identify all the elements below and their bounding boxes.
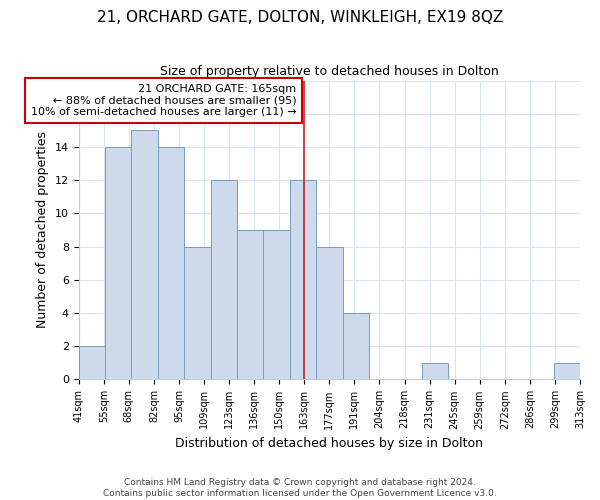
X-axis label: Distribution of detached houses by size in Dolton: Distribution of detached houses by size … <box>175 437 484 450</box>
Text: 21 ORCHARD GATE: 165sqm
← 88% of detached houses are smaller (95)
10% of semi-de: 21 ORCHARD GATE: 165sqm ← 88% of detache… <box>31 84 296 117</box>
Y-axis label: Number of detached properties: Number of detached properties <box>37 132 49 328</box>
Text: Contains HM Land Registry data © Crown copyright and database right 2024.
Contai: Contains HM Land Registry data © Crown c… <box>103 478 497 498</box>
Title: Size of property relative to detached houses in Dolton: Size of property relative to detached ho… <box>160 65 499 78</box>
Bar <box>263 230 290 380</box>
Bar <box>184 246 211 380</box>
Text: 21, ORCHARD GATE, DOLTON, WINKLEIGH, EX19 8QZ: 21, ORCHARD GATE, DOLTON, WINKLEIGH, EX1… <box>97 10 503 25</box>
Bar <box>79 346 105 380</box>
Bar <box>131 130 158 380</box>
Bar <box>158 147 184 380</box>
Bar <box>316 246 343 380</box>
Bar <box>290 180 316 380</box>
Bar <box>554 363 580 380</box>
Bar <box>211 180 237 380</box>
Bar <box>343 313 369 380</box>
Bar <box>105 147 131 380</box>
Bar <box>237 230 263 380</box>
Bar <box>422 363 448 380</box>
